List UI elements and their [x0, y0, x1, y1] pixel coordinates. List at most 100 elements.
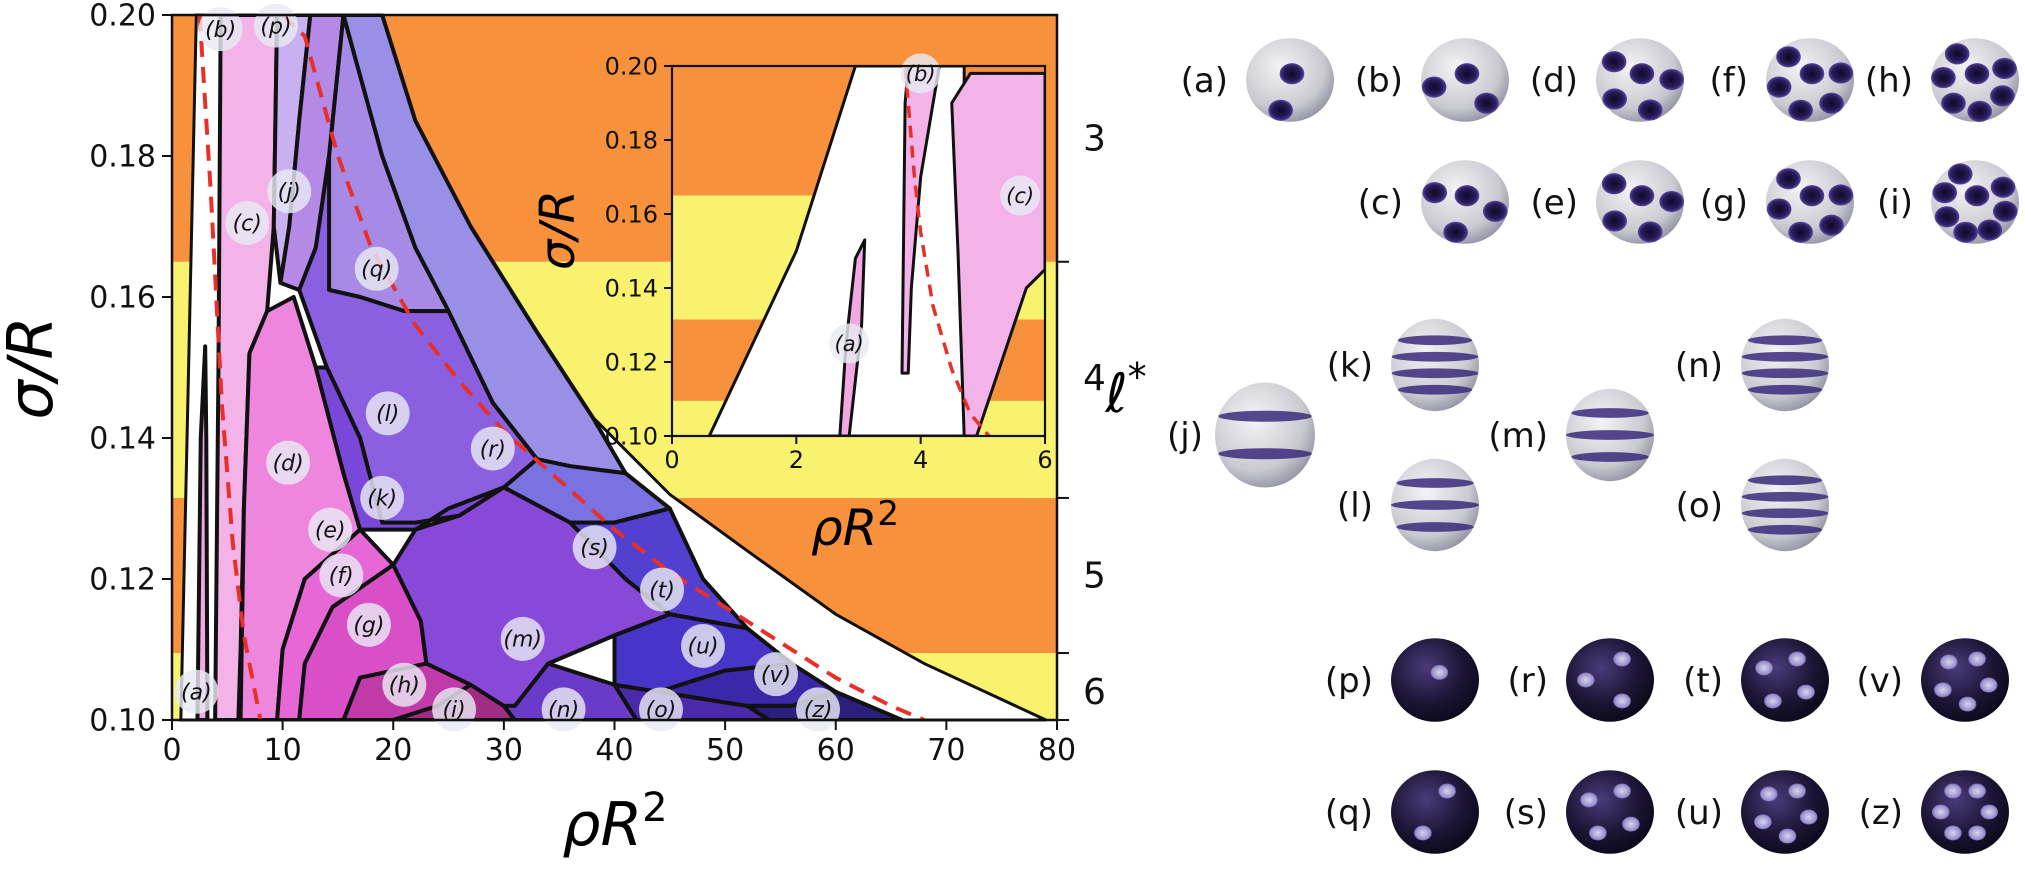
y-tick-label: 0.10	[89, 704, 156, 739]
shape-patch	[1799, 63, 1825, 85]
shape-ring	[1391, 368, 1479, 379]
shape-label: (h)	[1865, 61, 1913, 101]
shape-t: (t)	[1683, 638, 1829, 722]
shape-patch	[1613, 783, 1631, 799]
y-tick-label: 0.18	[89, 140, 156, 175]
phase-region-c	[950, 71, 1045, 436]
phase-label-text: (j)	[278, 180, 301, 205]
shape-ring	[1396, 522, 1474, 532]
y-tick-label: 0.16	[89, 281, 156, 316]
shape-patch	[1944, 825, 1962, 841]
label-bubble	[198, 7, 243, 52]
main-ell-ticks: 3 4 5 6	[1057, 118, 1106, 721]
y-tick-label: 0.20	[89, 0, 156, 34]
phase-region-b	[900, 66, 941, 375]
shape-patch	[1422, 182, 1448, 204]
shape-patch	[1580, 792, 1598, 808]
shape-patch	[1940, 654, 1958, 670]
y-tick-label: 0.14	[605, 274, 658, 302]
shape-body	[1391, 638, 1479, 722]
shape-patch	[1990, 85, 2015, 107]
shape-patch	[1601, 51, 1627, 73]
shape-body	[1215, 382, 1315, 488]
shape-patch	[1629, 185, 1655, 207]
x-tick-label: 60	[817, 733, 855, 768]
shape-patch	[1968, 651, 1986, 667]
shape-patch	[1589, 825, 1607, 841]
phase-label-u: (u)	[681, 623, 725, 668]
theory-curve-segment	[903, 66, 991, 436]
phase-label-d: (d)	[266, 440, 311, 485]
shape-patch	[1934, 206, 1960, 228]
main-phase-labels: (a) (b) (c) (d) (e) (f) (g) (h) (i) (j) (k) (l) (m) (…	[174, 3, 841, 732]
shape-patch	[1430, 664, 1449, 680]
shape-patch	[1613, 651, 1631, 667]
phase-label-i: (i)	[432, 687, 477, 732]
shape-patch	[1799, 809, 1818, 825]
shape-l: (l)	[1337, 458, 1479, 552]
label-bubble	[319, 553, 364, 598]
shape-ring	[1571, 408, 1649, 418]
shape-ring	[1218, 410, 1312, 422]
x-tick-label: 0	[162, 733, 181, 768]
shape-ring	[1741, 491, 1829, 502]
label-bubble	[640, 567, 685, 612]
shape-label: (p)	[1325, 661, 1373, 701]
right-axis-label: ℓ*	[1104, 355, 1146, 425]
shape-patch	[1968, 783, 1986, 799]
phase-label-text: (q)	[361, 258, 392, 283]
shape-v: (v)	[1856, 638, 2009, 722]
shape-patch	[1438, 783, 1456, 799]
theory-curve-segment	[197, 15, 263, 720]
x-tick-label: 2	[789, 446, 804, 474]
shape-body	[1741, 638, 1829, 722]
x-tick-label: 0	[664, 446, 679, 474]
phase-region-a	[195, 344, 210, 720]
shape-ring	[1747, 335, 1823, 346]
shape-e: (e)	[1531, 160, 1684, 244]
shape-patch	[1944, 43, 1970, 65]
shape-patch	[1776, 168, 1801, 190]
shape-patch	[1819, 92, 1844, 114]
shape-label: (i)	[1877, 183, 1913, 223]
y-tick-label: 0.10	[605, 422, 658, 450]
phase-label-text: (g)	[353, 614, 384, 639]
shape-ring	[1571, 452, 1649, 462]
main-x-ticks: 0 10 20 30 40 50 60 70 80	[162, 720, 1076, 768]
x-tick-label: 6	[1037, 446, 1052, 474]
y-tick-label: 0.12	[605, 348, 658, 376]
label-bubble	[572, 525, 617, 570]
white-region	[707, 66, 966, 436]
shape-body	[1391, 770, 1479, 854]
shape-i: (i)	[1877, 160, 2019, 244]
x-tick-label: 4	[913, 446, 928, 474]
label-bubble	[267, 169, 312, 214]
shape-ring	[1397, 335, 1473, 346]
phase-label-f: (f)	[319, 553, 364, 598]
shape-patch	[1755, 660, 1773, 676]
phase-label-text: (s)	[580, 536, 609, 561]
shape-ring	[1747, 384, 1823, 395]
inset-y-ticks: 0.10 0.12 0.14 0.16 0.18 0.20	[605, 52, 672, 450]
ell-value-label: 4	[1083, 358, 1106, 399]
shape-patch	[1967, 100, 1993, 122]
phase-label-text: (k)	[367, 487, 397, 512]
shape-patch	[1778, 828, 1797, 844]
phase-label-text: (b)	[205, 18, 236, 43]
shape-patch	[1279, 63, 1305, 85]
shape-patch	[1764, 693, 1782, 709]
shape-patch	[1659, 190, 1684, 213]
label-bubble	[900, 53, 941, 94]
phase-label-text: (c)	[233, 212, 262, 237]
phase-label-text: (m)	[503, 628, 542, 653]
shape-r: (r)	[1507, 638, 1654, 722]
shape-ring	[1741, 508, 1829, 519]
inset-theory-curve	[903, 66, 991, 436]
shape-patch	[1931, 67, 1956, 89]
shape-patch	[1268, 99, 1293, 121]
shape-patch	[1979, 677, 1998, 693]
phase-label-text: (t)	[649, 578, 675, 603]
shape-gallery: (a) (b) (c) (d) (e) (f) (g) (h) (i) (j) (k) (l) (m) (…	[1167, 38, 2019, 854]
x-tick-label: 10	[264, 733, 302, 768]
shape-patch	[1414, 825, 1432, 841]
